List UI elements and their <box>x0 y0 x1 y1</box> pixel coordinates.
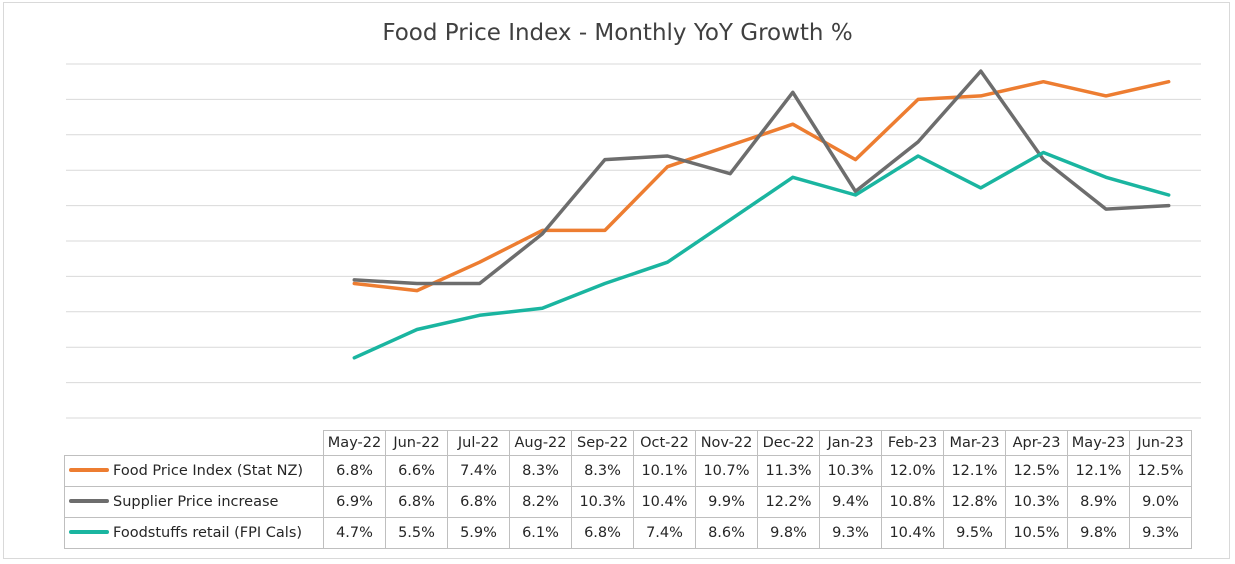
series-name: Food Price Index (Stat NZ) <box>113 463 304 479</box>
data-label: 7.4% <box>633 517 696 549</box>
data-label: 9.8% <box>1067 517 1130 549</box>
legend-entry: Food Price Index (Stat NZ) <box>64 455 324 487</box>
series-name: Foodstuffs retail (FPI Cals) <box>113 525 303 541</box>
legend-key <box>69 529 109 534</box>
category-label: May-23 <box>1067 430 1130 456</box>
category-label: Jan-23 <box>819 430 882 456</box>
series-line-1 <box>352 79 1171 293</box>
legend-entry: Supplier Price increase <box>64 486 324 518</box>
data-label: 6.8% <box>571 517 634 549</box>
data-label: 10.8% <box>881 486 944 518</box>
data-label: 9.5% <box>943 517 1006 549</box>
data-table-header: May-22 Jun-22 Jul-22 Aug-22 Sep-22 Oct-22 Nov-… <box>64 430 1192 456</box>
data-label: 9.3% <box>1129 517 1192 549</box>
data-label: 6.8% <box>323 455 386 487</box>
data-label: 12.1% <box>943 455 1006 487</box>
series-line-3 <box>352 150 1171 360</box>
data-label: 8.2% <box>509 486 572 518</box>
category-label: Dec-22 <box>757 430 820 456</box>
data-label: 12.8% <box>943 486 1006 518</box>
data-label: 12.0% <box>881 455 944 487</box>
category-label: Sep-22 <box>571 430 634 456</box>
legend-entry: Foodstuffs retail (FPI Cals) <box>64 517 324 549</box>
series-line-2 <box>352 69 1171 286</box>
data-label: 10.7% <box>695 455 758 487</box>
data-label: 6.9% <box>323 486 386 518</box>
data-table: May-22 Jun-22 Jul-22 Aug-22 Sep-22 Oct-22 Nov-… <box>64 430 1192 549</box>
data-label: 12.1% <box>1067 455 1130 487</box>
data-label: 8.3% <box>571 455 634 487</box>
data-label: 10.3% <box>819 455 882 487</box>
category-label: Mar-23 <box>943 430 1006 456</box>
data-label: 8.6% <box>695 517 758 549</box>
data-label: 4.7% <box>323 517 386 549</box>
category-label: Nov-22 <box>695 430 758 456</box>
legend-key <box>69 498 109 503</box>
data-table-corner <box>64 430 324 456</box>
data-label: 8.3% <box>509 455 572 487</box>
data-table-row: Supplier Price increase 6.9% 6.8% 6.8% 8.2% 1… <box>64 486 1192 518</box>
data-label: 9.8% <box>757 517 820 549</box>
legend-key <box>69 467 109 472</box>
data-label: 5.5% <box>385 517 448 549</box>
data-table-body: Food Price Index (Stat NZ) 6.8% 6.6% 7.4% 8.… <box>64 455 1192 549</box>
data-label: 12.5% <box>1129 455 1192 487</box>
category-label: May-22 <box>323 430 386 456</box>
data-label: 6.8% <box>385 486 448 518</box>
data-label: 12.2% <box>757 486 820 518</box>
data-table-row: Food Price Index (Stat NZ) 6.8% 6.6% 7.4% 8.… <box>64 455 1192 487</box>
gridlines <box>66 63 1201 419</box>
data-label: 6.1% <box>509 517 572 549</box>
category-label: Jul-22 <box>447 430 510 456</box>
category-label: Feb-23 <box>881 430 944 456</box>
series-lines <box>352 69 1171 360</box>
data-label: 6.8% <box>447 486 510 518</box>
data-label: 11.3% <box>757 455 820 487</box>
category-label: Jun-22 <box>385 430 448 456</box>
series-name: Supplier Price increase <box>113 494 279 510</box>
data-label: 8.9% <box>1067 486 1130 518</box>
chart-title: Food Price Index - Monthly YoY Growth % <box>382 20 853 46</box>
data-label: 12.5% <box>1005 455 1068 487</box>
data-table-row: Foodstuffs retail (FPI Cals) 4.7% 5.5% 5.9%… <box>64 517 1192 549</box>
data-label: 10.4% <box>881 517 944 549</box>
category-label: Jun-23 <box>1129 430 1192 456</box>
data-label: 10.5% <box>1005 517 1068 549</box>
data-label: 10.4% <box>633 486 696 518</box>
data-label: 10.3% <box>1005 486 1068 518</box>
category-label: Aug-22 <box>509 430 572 456</box>
data-label: 9.0% <box>1129 486 1192 518</box>
data-label: 9.4% <box>819 486 882 518</box>
data-label: 9.3% <box>819 517 882 549</box>
data-label: 5.9% <box>447 517 510 549</box>
data-label: 10.3% <box>571 486 634 518</box>
data-label: 6.6% <box>385 455 448 487</box>
category-label: Oct-22 <box>633 430 696 456</box>
data-label: 7.4% <box>447 455 510 487</box>
category-label: Apr-23 <box>1005 430 1068 456</box>
data-label: 10.1% <box>633 455 696 487</box>
data-label: 9.9% <box>695 486 758 518</box>
